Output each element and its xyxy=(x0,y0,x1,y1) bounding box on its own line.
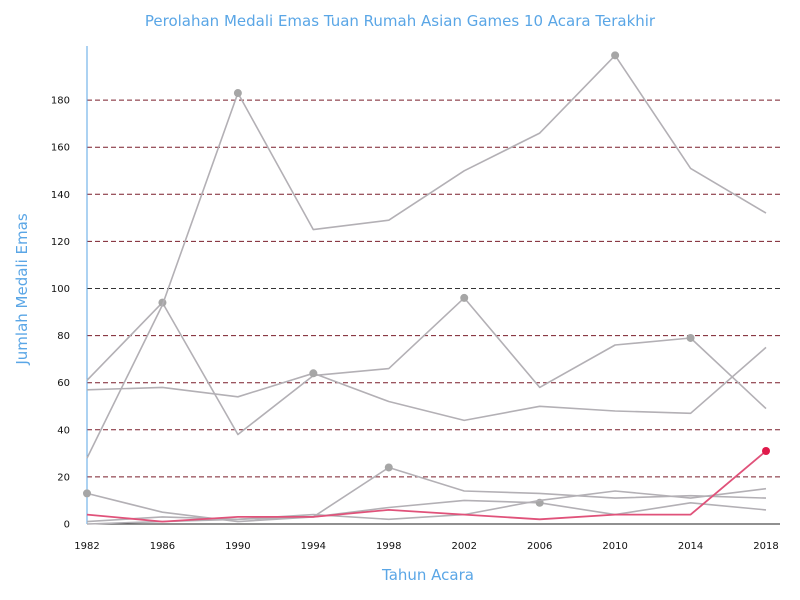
x-tick-label: 1994 xyxy=(301,541,326,552)
y-tick-label: 140 xyxy=(51,190,70,201)
series-marker xyxy=(686,333,695,342)
x-tick-label: 1982 xyxy=(74,541,99,552)
y-tick-label: 20 xyxy=(57,472,70,483)
series-line xyxy=(86,297,767,436)
series-marker xyxy=(83,489,91,498)
series-line xyxy=(86,499,767,523)
series-line xyxy=(86,54,767,459)
y-tick-label: 120 xyxy=(51,237,70,248)
x-tick-label: 1998 xyxy=(376,541,401,552)
y-tick-label: 60 xyxy=(57,378,70,389)
x-tick-label: 1986 xyxy=(150,541,175,552)
series-marker xyxy=(309,369,318,378)
x-tick-label: 2010 xyxy=(602,541,627,552)
y-tick-label: 80 xyxy=(57,331,70,342)
x-tick-label: 2006 xyxy=(527,541,552,552)
series-group xyxy=(83,51,770,525)
series-line-highlight xyxy=(86,450,767,523)
series-marker-highlight xyxy=(762,446,770,455)
x-tick-label: 1990 xyxy=(225,541,250,552)
y-tick-label: 160 xyxy=(51,143,70,154)
x-axis-label: Tahun Acara xyxy=(381,566,474,584)
series-line xyxy=(86,346,767,422)
y-tick-label: 40 xyxy=(57,425,70,436)
y-axis-label: Jumlah Medali Emas xyxy=(13,213,31,365)
axes xyxy=(86,46,780,525)
x-tick-label: 2014 xyxy=(678,541,703,552)
x-tick-label: 2018 xyxy=(753,541,778,552)
x-tick-label: 2002 xyxy=(451,541,476,552)
series-marker xyxy=(460,293,469,302)
series-marker xyxy=(384,463,393,472)
chart-title: Perolahan Medali Emas Tuan Rumah Asian G… xyxy=(145,12,656,30)
series-line xyxy=(86,487,767,525)
y-tick-label: 0 xyxy=(64,520,70,531)
y-tick-label: 180 xyxy=(51,96,70,107)
series-marker xyxy=(233,89,242,98)
series-marker xyxy=(611,51,620,60)
series-line xyxy=(86,466,767,523)
tick-labels: 0 20 40 60 80 100 120 140 160 180 1982 1986 1990 1994… xyxy=(51,96,779,552)
y-tick-label: 100 xyxy=(51,284,70,295)
grid xyxy=(87,99,780,478)
